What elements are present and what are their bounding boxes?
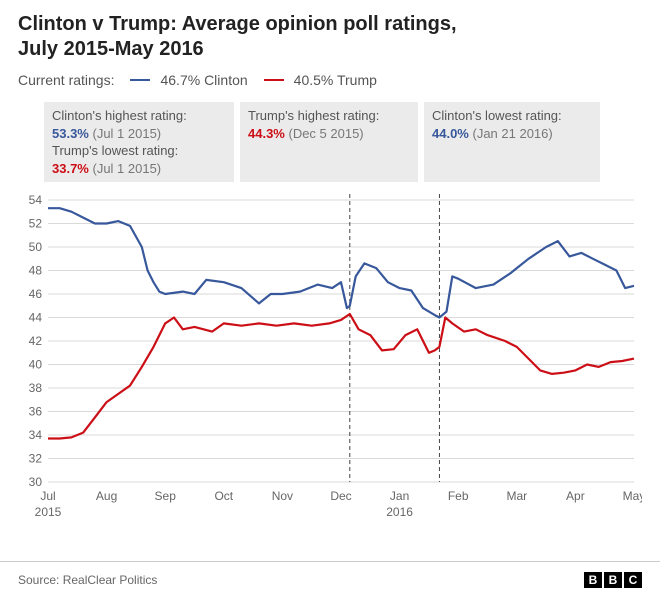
legend-swatch-trump <box>264 79 284 81</box>
title-line-1: Clinton v Trump: Average opinion poll ra… <box>18 13 457 35</box>
source-text: Source: RealClear Politics <box>18 573 157 587</box>
callout-box: Trump's highest rating:44.3% (Dec 5 2015… <box>240 102 418 182</box>
callout-label: Clinton's highest rating: <box>52 107 226 125</box>
bbc-logo-box: C <box>624 572 642 588</box>
x-tick-label: Aug <box>96 489 117 503</box>
x-tick-label: Dec <box>330 489 351 503</box>
x-tick-label: Mar <box>506 489 527 503</box>
x-tick-label: Sep <box>155 489 177 503</box>
callout-line: Trump's highest rating:44.3% (Dec 5 2015… <box>248 107 410 142</box>
bbc-logo-box: B <box>584 572 602 588</box>
x-tick-label: Jan <box>390 489 409 503</box>
callout-label: Trump's highest rating: <box>248 107 410 125</box>
legend-swatch-clinton <box>130 79 150 81</box>
y-tick-label: 50 <box>29 240 43 254</box>
callout-value: 44.0% <box>432 126 469 141</box>
y-tick-label: 54 <box>29 193 43 207</box>
y-tick-label: 52 <box>29 217 43 231</box>
x-tick-label: Apr <box>566 489 585 503</box>
callout-date: (Dec 5 2015) <box>285 126 364 141</box>
y-tick-label: 30 <box>29 475 43 489</box>
callout-line: Clinton's highest rating:53.3% (Jul 1 20… <box>52 107 226 142</box>
callout-date: (Jan 21 2016) <box>469 126 553 141</box>
series-clinton <box>48 208 634 317</box>
callout-date: (Jul 1 2015) <box>89 161 161 176</box>
title-line-2: July 2015-May 2016 <box>18 38 204 60</box>
y-tick-label: 48 <box>29 264 43 278</box>
y-tick-label: 42 <box>29 334 43 348</box>
x-year-right: 2016 <box>386 505 413 519</box>
y-tick-label: 44 <box>29 311 43 325</box>
y-tick-label: 36 <box>29 405 43 419</box>
chart-area: 30 32 34 36 38 40 42 44 46 48 50 52 54 Jul Aug Sep Oct No… <box>18 192 642 530</box>
legend-clinton: 46.7% Clinton <box>160 72 247 88</box>
x-tick-label: Oct <box>214 489 233 503</box>
y-tick-label: 38 <box>29 381 43 395</box>
callout-date: (Jul 1 2015) <box>89 126 161 141</box>
legend: Current ratings: 46.7% Clinton 40.5% Tru… <box>18 72 377 88</box>
callout-box: Clinton's highest rating:53.3% (Jul 1 20… <box>44 102 234 182</box>
chart-title: Clinton v Trump: Average opinion poll ra… <box>18 12 457 62</box>
legend-trump: 40.5% Trump <box>294 72 377 88</box>
x-tick-label: Nov <box>272 489 293 503</box>
callout-label: Trump's lowest rating: <box>52 142 226 160</box>
y-tick-label: 46 <box>29 287 43 301</box>
x-tick-label: May <box>623 489 642 503</box>
y-tick-label: 40 <box>29 358 43 372</box>
callout-line: Clinton's lowest rating:44.0% (Jan 21 20… <box>432 107 592 142</box>
legend-prefix: Current ratings: <box>18 72 114 88</box>
callout-value: 44.3% <box>248 126 285 141</box>
callouts-row: Clinton's highest rating:53.3% (Jul 1 20… <box>44 102 600 182</box>
callout-box: Clinton's lowest rating:44.0% (Jan 21 20… <box>424 102 600 182</box>
footer: Source: RealClear Politics BBC <box>0 561 660 597</box>
chart-svg: 30 32 34 36 38 40 42 44 46 48 50 52 54 Jul Aug Sep Oct No… <box>18 192 642 530</box>
x-tick-label: Jul <box>40 489 55 503</box>
callout-value: 33.7% <box>52 161 89 176</box>
callout-value: 53.3% <box>52 126 89 141</box>
y-tick-label: 32 <box>29 452 43 466</box>
bbc-logo-box: B <box>604 572 622 588</box>
chart-container: Clinton v Trump: Average opinion poll ra… <box>0 0 660 597</box>
callout-label: Clinton's lowest rating: <box>432 107 592 125</box>
x-tick-label: Feb <box>448 489 469 503</box>
series-trump <box>48 314 634 439</box>
x-year-left: 2015 <box>35 505 62 519</box>
bbc-logo: BBC <box>584 572 642 588</box>
y-tick-label: 34 <box>29 428 43 442</box>
callout-line: Trump's lowest rating:33.7% (Jul 1 2015) <box>52 142 226 177</box>
